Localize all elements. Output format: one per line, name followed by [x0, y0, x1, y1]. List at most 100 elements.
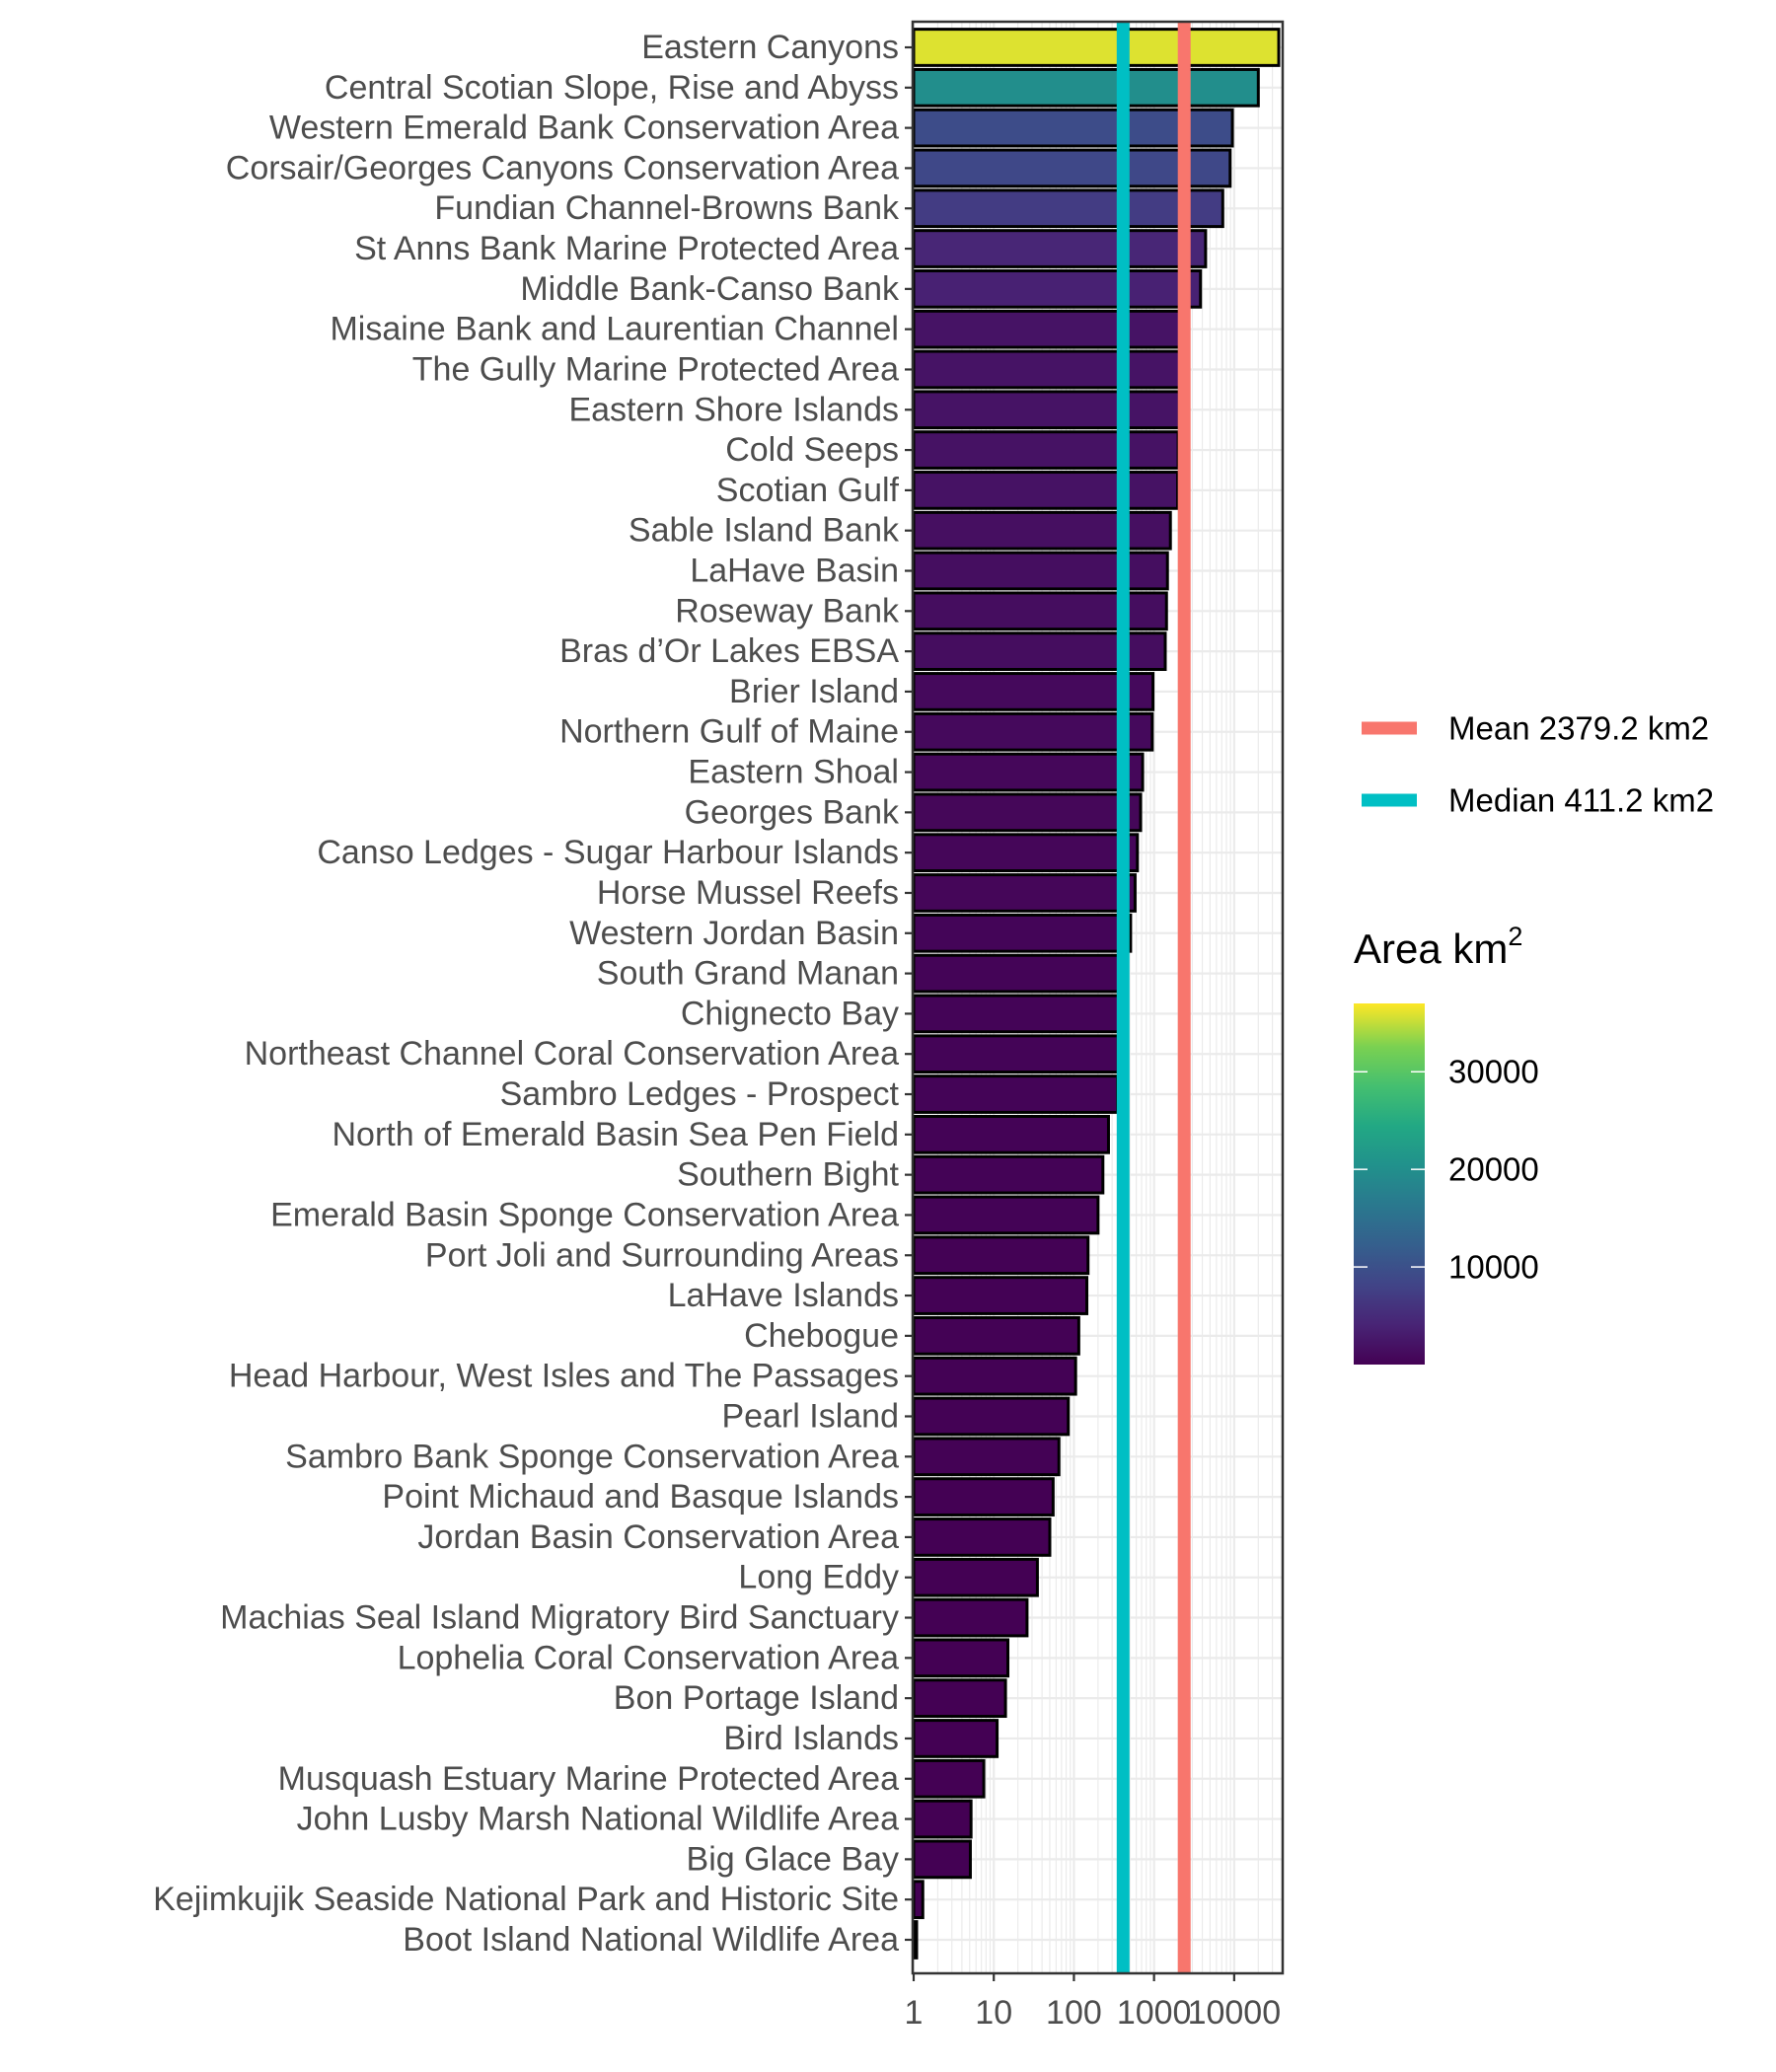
category-label: Big Glace Bay: [687, 1840, 899, 1878]
bar: [912, 1235, 1090, 1276]
category-label: Bon Portage Island: [614, 1679, 899, 1717]
bar: [912, 1880, 925, 1920]
category-label: Roseway Bank: [675, 592, 900, 629]
bar: [912, 1678, 1007, 1719]
colorbar-title: Area km2: [1354, 922, 1522, 972]
bar: [912, 1839, 972, 1880]
category-label: Bird Islands: [723, 1720, 899, 1757]
bar: [912, 67, 1260, 108]
category-label: Fundian Channel-Browns Bank: [434, 189, 900, 227]
bar: [912, 510, 1172, 551]
category-label: Jordan Basin Conservation Area: [417, 1518, 899, 1556]
category-label: Boot Island National Wildlife Area: [403, 1921, 899, 1959]
bar: [912, 994, 1121, 1034]
category-label: Middle Bank-Canso Bank: [520, 270, 900, 308]
category-label: Southern Bight: [677, 1156, 899, 1194]
category-label: Central Scotian Slope, Rise and Abyss: [325, 69, 899, 107]
bar: [912, 873, 1137, 913]
bar: [912, 349, 1182, 390]
category-label: Western Jordan Basin: [569, 915, 899, 952]
colorbar-tick-label: 10000: [1448, 1249, 1539, 1286]
category-label: Corsair/Georges Canyons Conservation Are…: [226, 149, 899, 186]
category-label: Port Joli and Surrounding Areas: [425, 1236, 899, 1274]
category-label: Brier Island: [729, 673, 899, 710]
bar: [912, 28, 1281, 67]
bar: [912, 1074, 1120, 1114]
category-label: Sable Island Bank: [629, 512, 900, 550]
bar: [912, 1356, 1077, 1396]
category-label: Chignecto Bay: [681, 995, 899, 1032]
panel-border: [911, 20, 1285, 1975]
bar: [912, 1114, 1110, 1154]
bar: [912, 752, 1145, 792]
bar: [912, 953, 1122, 994]
category-label: St Anns Bank Marine Protected Area: [354, 230, 899, 267]
category-label: Sambro Ledges - Prospect: [500, 1075, 900, 1113]
category-label: Bras d’Or Lakes EBSA: [559, 632, 899, 670]
bar: [912, 188, 1224, 229]
reference-legend: Mean 2379.2 km2 Median 411.2 km2: [1362, 710, 1714, 819]
x-tick-label: 1: [905, 1994, 924, 2032]
category-label: LaHave Islands: [668, 1277, 899, 1314]
category-label: Georges Bank: [685, 793, 900, 831]
bar: [912, 833, 1140, 873]
bar: [912, 1034, 1120, 1074]
bars: [912, 28, 1281, 1960]
category-label: The Gully Marine Protected Area: [412, 350, 899, 388]
legend-label: Mean 2379.2 km2: [1448, 710, 1709, 747]
category-label: Musquash Estuary Marine Protected Area: [278, 1760, 899, 1798]
category-label: Horse Mussel Reefs: [597, 874, 899, 912]
bar: [912, 1396, 1071, 1437]
category-label: Emerald Basin Sponge Conservation Area: [270, 1196, 899, 1233]
legend-label: Median 411.2 km2: [1448, 782, 1714, 819]
x-tick-label: 100: [1046, 1994, 1102, 2032]
x-tick-label: 1000: [1117, 1994, 1192, 2032]
bar: [912, 1477, 1055, 1517]
category-label: Western Emerald Bank Conservation Area: [269, 110, 899, 147]
bar: [912, 148, 1232, 188]
category-label: Lophelia Coral Conservation Area: [398, 1639, 900, 1676]
category-label: Canso Ledges - Sugar Harbour Islands: [317, 834, 899, 871]
category-label: Pearl Island: [721, 1397, 899, 1435]
category-label: South Grand Manan: [597, 955, 899, 993]
category-label: Eastern Canyons: [641, 29, 899, 66]
bar: [912, 1517, 1052, 1557]
bar: [912, 1276, 1089, 1315]
bar: [912, 1557, 1039, 1597]
bar: [912, 1719, 999, 1758]
bar: [912, 1154, 1105, 1195]
category-label: John Lusby Marsh National Wildlife Area: [297, 1801, 899, 1838]
colorbar-legend: Area km2 10000 20000 30000: [1354, 922, 1539, 1365]
bar: [912, 229, 1208, 268]
category-label: Kejimkujik Seaside National Park and His…: [153, 1881, 899, 1918]
x-tick-label: 10000: [1188, 1994, 1282, 2032]
x-tick-label: 10: [975, 1994, 1012, 2032]
bar: [912, 711, 1154, 752]
bar: [912, 471, 1180, 510]
category-label: Long Eddy: [738, 1559, 899, 1596]
bar: [912, 1920, 919, 1960]
bar: [912, 792, 1143, 833]
bar: [912, 309, 1182, 349]
category-label: Point Michaud and Basque Islands: [382, 1478, 899, 1516]
bar: [912, 913, 1133, 953]
category-label: Northeast Channel Coral Conservation Are…: [245, 1035, 899, 1073]
category-label: Sambro Bank Sponge Conservation Area: [285, 1438, 899, 1475]
category-label: LaHave Basin: [690, 553, 899, 590]
bar: [912, 1758, 986, 1799]
reference-lines: [1116, 22, 1191, 1973]
bar: [912, 1316, 1080, 1356]
category-label: Eastern Shoal: [688, 754, 899, 791]
category-label: North of Emerald Basin Sea Pen Field: [332, 1116, 899, 1153]
category-label: Scotian Gulf: [716, 472, 900, 509]
colorbar-tick-label: 20000: [1448, 1151, 1539, 1188]
category-label: Machias Seal Island Migratory Bird Sanct…: [220, 1599, 899, 1637]
bar: [912, 1799, 973, 1839]
category-label: Chebogue: [744, 1317, 899, 1355]
bar: [912, 1195, 1100, 1235]
bar: [912, 268, 1203, 309]
bar: [912, 430, 1180, 470]
